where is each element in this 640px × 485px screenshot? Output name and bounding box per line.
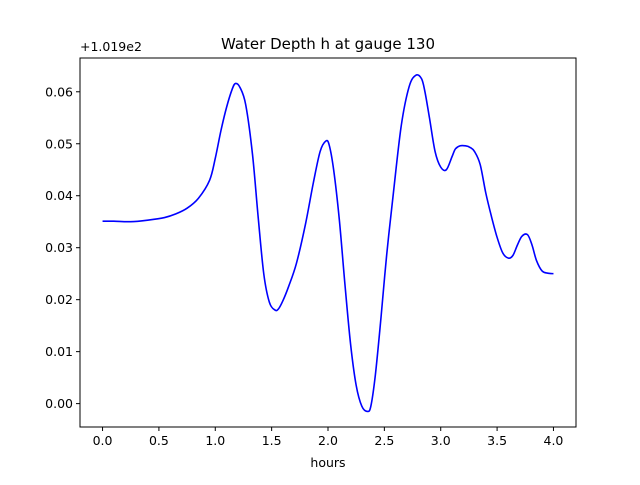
x-tick-label: 0.5 <box>149 433 169 448</box>
plot-background <box>80 58 576 427</box>
y-tick-label: 0.01 <box>45 344 73 359</box>
x-axis-ticks: 0.0 0.5 1.0 1.5 2.0 2.5 3.0 3.5 4.0 <box>93 427 564 448</box>
plot-frame <box>79 57 577 428</box>
x-axis-label: hours <box>310 455 345 470</box>
x-tick-label: 0.0 <box>93 433 113 448</box>
y-tick-label: 0.00 <box>45 396 73 411</box>
x-tick-label: 3.5 <box>487 433 507 448</box>
y-tick-label: 0.05 <box>45 136 73 151</box>
x-tick-label: 1.0 <box>205 433 225 448</box>
x-tick-label: 2.5 <box>374 433 394 448</box>
x-tick-label: 1.5 <box>262 433 282 448</box>
y-axis-ticks: 0.00 0.01 0.02 0.03 0.04 0.05 0.06 <box>45 84 80 411</box>
y-offset-text: +1.019e2 <box>80 39 142 54</box>
y-tick-label: 0.03 <box>45 240 73 255</box>
y-tick-label: 0.04 <box>45 188 73 203</box>
y-tick-label: 0.06 <box>45 84 73 99</box>
chart-title: Water Depth h at gauge 130 <box>221 35 435 53</box>
x-tick-label: 2.0 <box>318 433 338 448</box>
data-series-line <box>102 73 554 413</box>
y-tick-label: 0.02 <box>45 292 73 307</box>
x-tick-label: 3.0 <box>431 433 451 448</box>
x-tick-label: 4.0 <box>544 433 564 448</box>
